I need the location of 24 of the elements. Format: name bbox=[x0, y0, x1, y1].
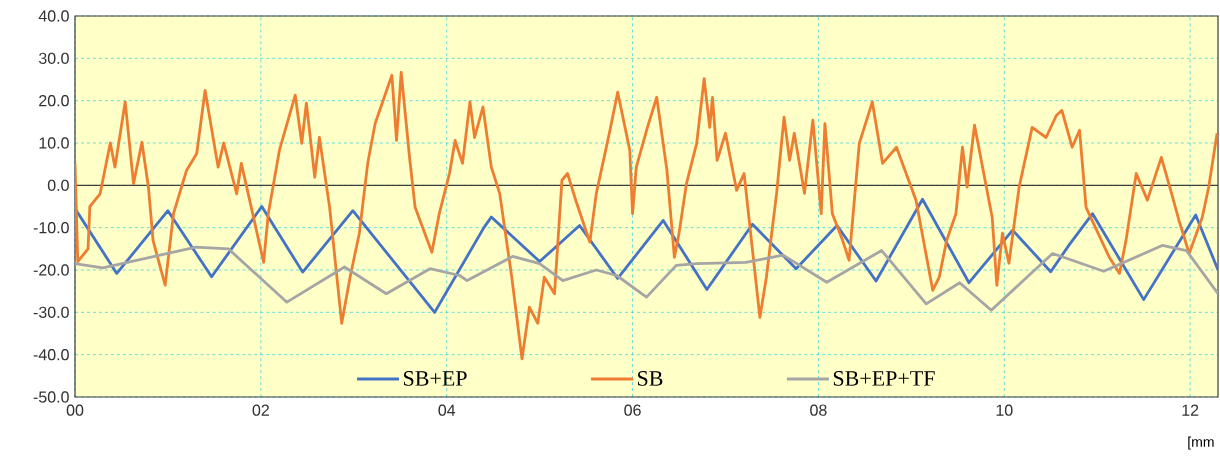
y-tick-label: -20.0 bbox=[33, 264, 69, 276]
x-tick-label: 00 bbox=[66, 404, 84, 416]
x-tick-label: 12 bbox=[1182, 404, 1199, 416]
y-tick-label: 20.0 bbox=[39, 95, 69, 107]
line-series bbox=[75, 197, 1219, 314]
y-tick-label: 30.0 bbox=[38, 52, 69, 64]
x-tick-label: 08 bbox=[810, 404, 827, 416]
x-tick-label: 10 bbox=[996, 404, 1013, 416]
legend-label: SB+EP+TF bbox=[833, 371, 935, 386]
x-tick-label: 02 bbox=[252, 404, 269, 416]
y-tick-label: -30.0 bbox=[33, 306, 69, 318]
y-tick-label: 40.0 bbox=[38, 10, 69, 22]
x-axis-title: [mm bbox=[1188, 436, 1214, 450]
x-tick-label: 06 bbox=[624, 404, 641, 416]
y-tick-label: -10.0 bbox=[33, 222, 69, 234]
legend-label: SB bbox=[637, 371, 663, 386]
x-tick-label: 04 bbox=[438, 404, 456, 416]
y-tick-label: 10.0 bbox=[39, 137, 69, 149]
line-series bbox=[75, 70, 1219, 361]
y-tick-label: -50.0 bbox=[33, 391, 69, 403]
legend-label: SB+EP bbox=[404, 371, 467, 386]
y-tick-label: -40.0 bbox=[33, 349, 69, 361]
y-tick-label: 0.0 bbox=[47, 179, 69, 191]
line-series bbox=[75, 244, 1219, 312]
